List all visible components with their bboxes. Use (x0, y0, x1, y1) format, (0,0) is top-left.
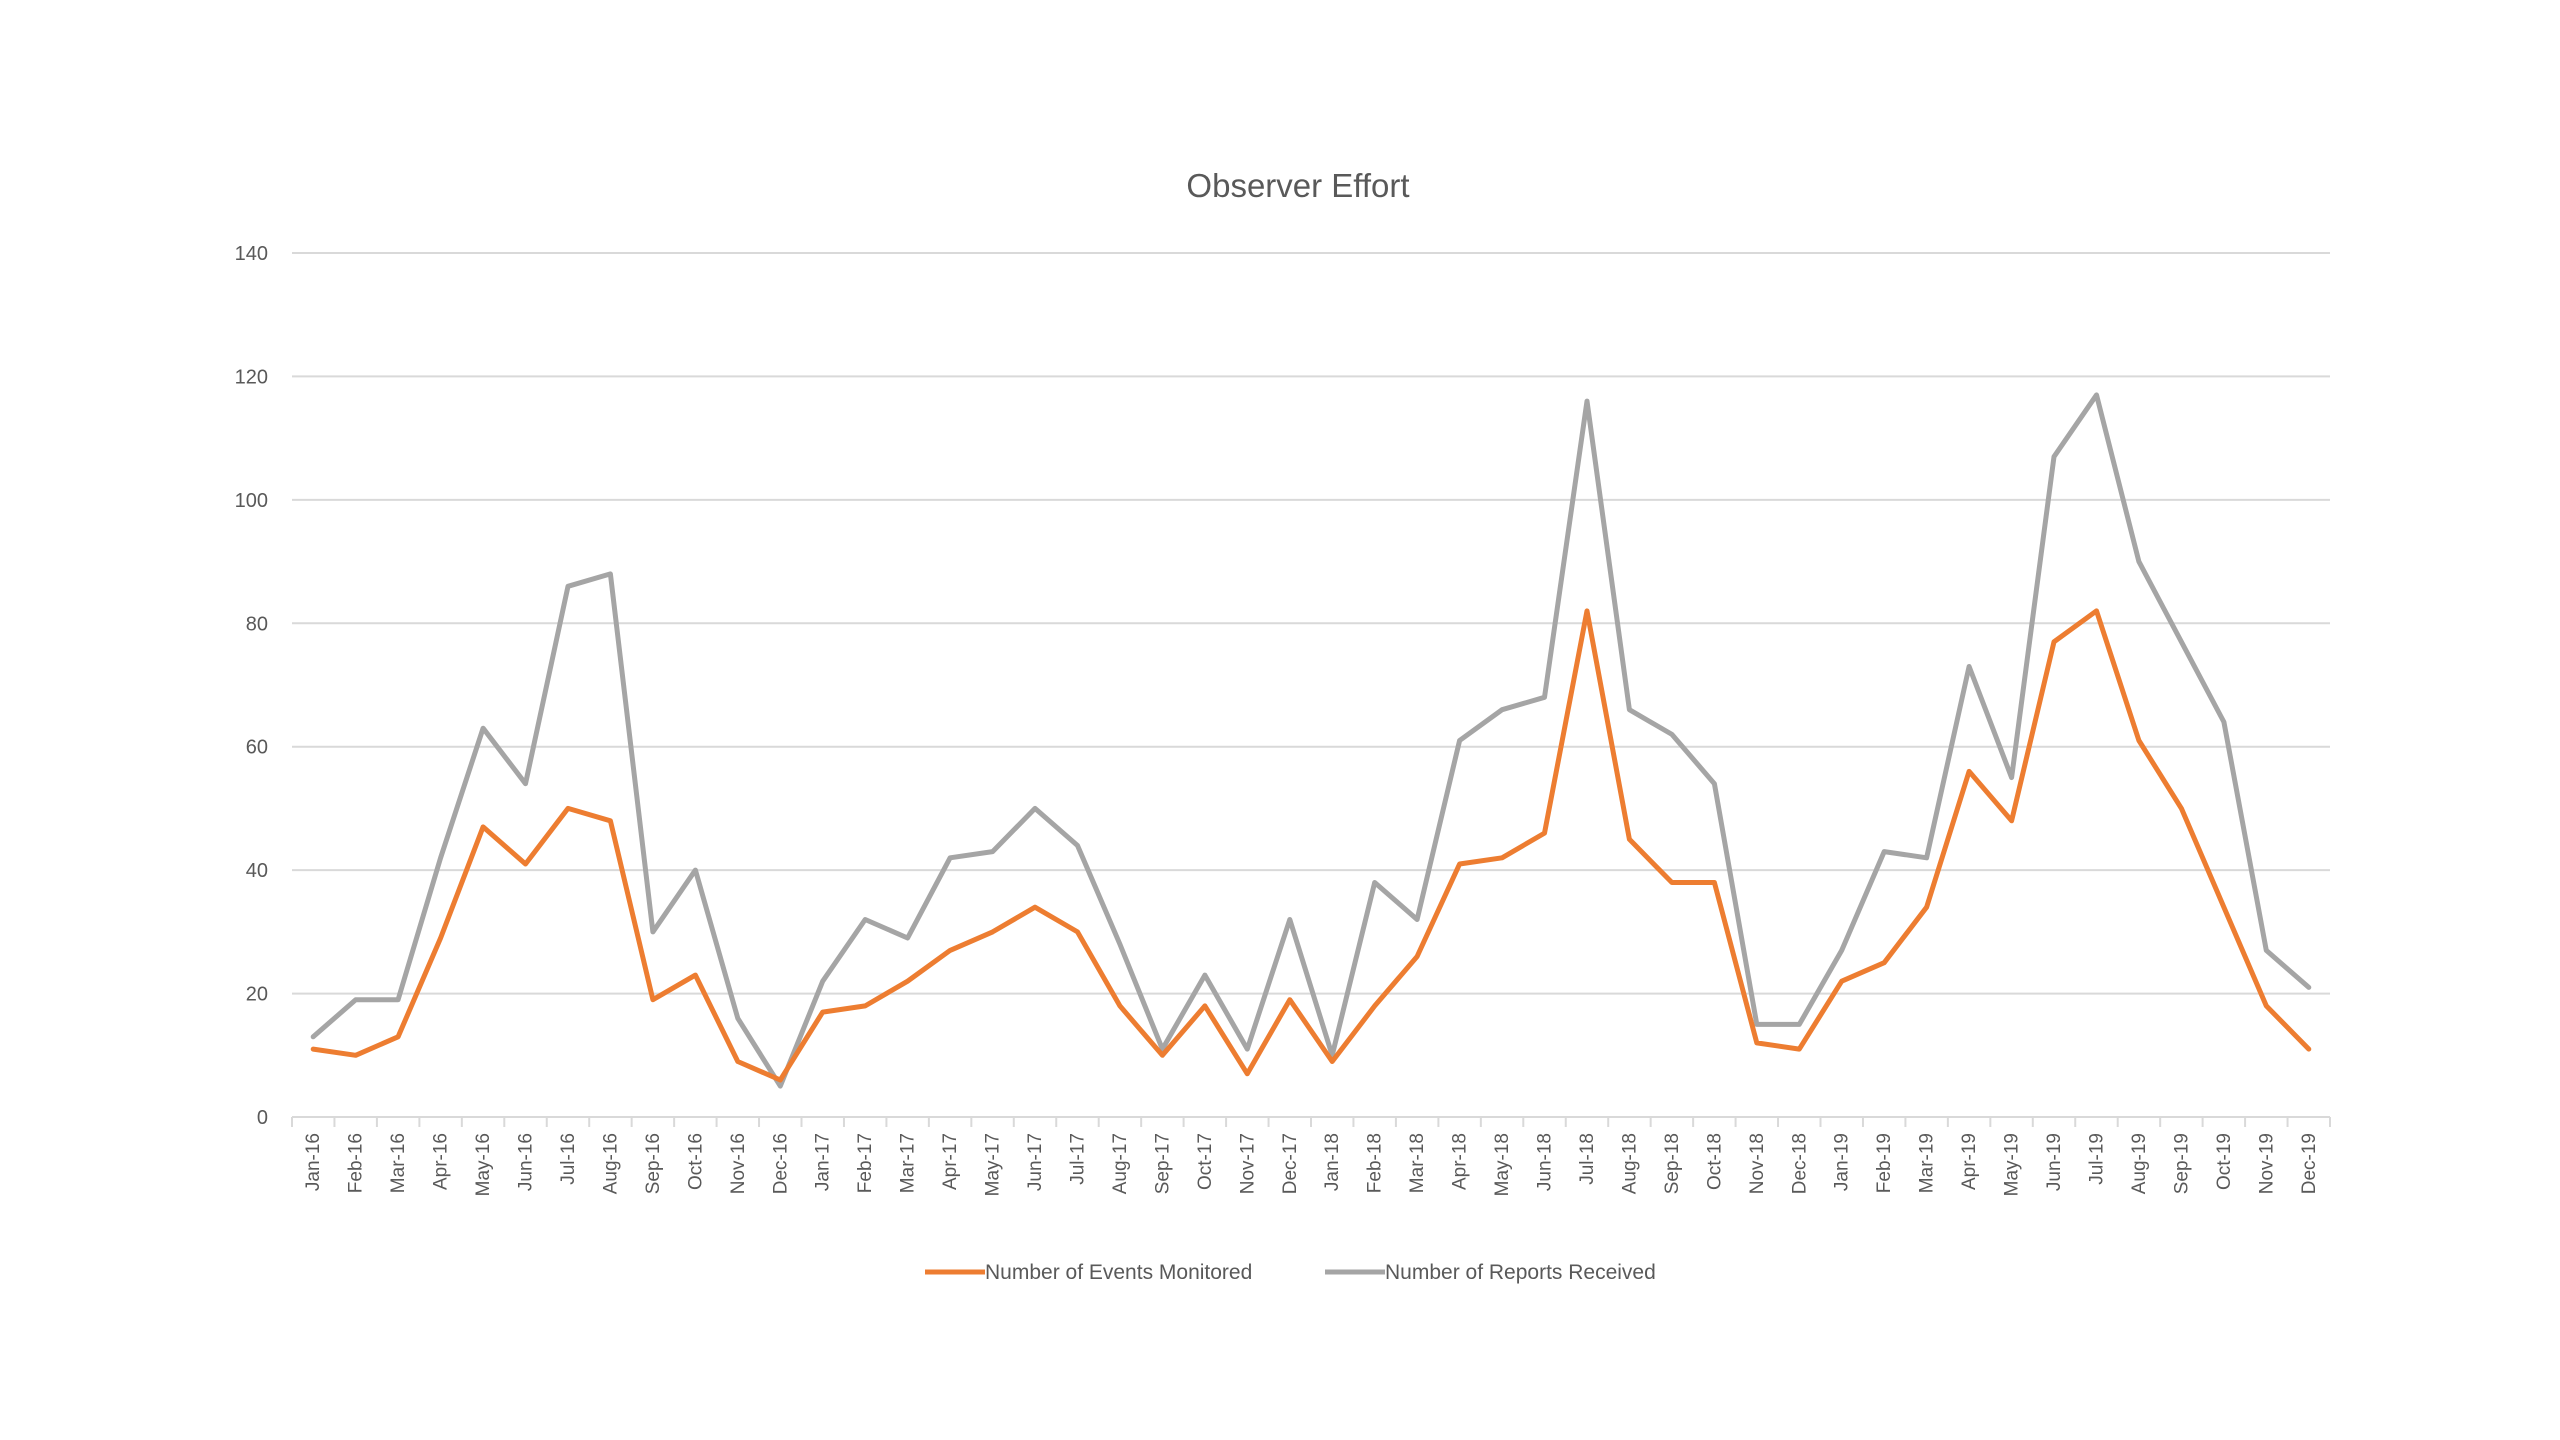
x-tick-label: Sep-19 (2171, 1133, 2192, 1194)
x-tick-label: Jul-16 (558, 1133, 579, 1185)
x-tick-label: Sep-18 (1662, 1133, 1683, 1194)
gridlines (292, 252, 2330, 995)
x-tick-label: Jun-18 (1535, 1133, 1556, 1191)
y-axis-labels: 0 20 40 60 80 100 120 140 (235, 243, 268, 1129)
x-tick-label: Oct-18 (1704, 1133, 1725, 1190)
x-tick-label: May-17 (983, 1133, 1004, 1196)
series-lines (310, 392, 2312, 1089)
y-tick-label: 40 (246, 860, 268, 882)
x-tick-label: Nov-18 (1747, 1133, 1768, 1194)
x-tick-label: Mar-18 (1407, 1133, 1428, 1193)
x-tick-label: Aug-17 (1110, 1133, 1131, 1194)
x-tick-label: Apr-16 (431, 1133, 452, 1190)
series-line-reports-received (310, 392, 2312, 1089)
y-tick-label: 120 (235, 366, 268, 388)
x-tick-label: May-18 (1492, 1133, 1513, 1196)
x-tick-label: Apr-19 (1959, 1133, 1980, 1190)
x-tick-label: Mar-19 (1917, 1133, 1938, 1193)
x-tick-label: Jul-17 (1067, 1133, 1088, 1185)
x-tick-label: Jun-17 (1025, 1133, 1046, 1191)
x-tick-label: Feb-19 (1874, 1133, 1895, 1193)
x-tick-label: Dec-16 (770, 1133, 791, 1194)
y-tick-label: 80 (246, 613, 268, 635)
x-tick-label: Nov-17 (1237, 1133, 1258, 1194)
x-tick-label: Jul-19 (2086, 1133, 2107, 1185)
x-tick-label: Dec-18 (1789, 1133, 1810, 1194)
x-tick-label: May-16 (473, 1133, 494, 1196)
y-tick-label: 60 (246, 737, 268, 759)
x-tick-label: Jan-18 (1322, 1133, 1343, 1191)
legend-label: Number of Reports Received (1385, 1261, 1656, 1284)
x-tick-label: Nov-16 (728, 1133, 749, 1194)
x-axis: Jan-16 Feb-16 Mar-16 Apr-16 May-16 Jun-16 Jul-… (291, 1116, 2331, 1196)
y-tick-label: 0 (257, 1107, 268, 1129)
y-tick-label: 100 (235, 490, 268, 512)
x-tick-label: Dec-19 (2299, 1133, 2320, 1194)
y-tick-label: 140 (235, 243, 268, 265)
x-tick-label: Oct-16 (685, 1133, 706, 1190)
x-tick-label: Jul-18 (1577, 1133, 1598, 1185)
x-tick-label: May-19 (2002, 1133, 2023, 1196)
x-tick-label: Jan-19 (1832, 1133, 1853, 1191)
x-tick-label: Aug-19 (2129, 1133, 2150, 1194)
x-tick-label: Jun-16 (516, 1133, 537, 1191)
x-tick-label: Jun-19 (2044, 1133, 2065, 1191)
x-tick-label: Jan-17 (813, 1133, 834, 1191)
x-tick-label: Nov-19 (2256, 1133, 2277, 1194)
x-tick-label: Feb-17 (855, 1133, 876, 1193)
y-tick-label: 20 (246, 984, 268, 1006)
legend: Number of Events Monitored Number of Repo… (925, 1261, 1656, 1284)
chart-title: Observer Effort (1186, 167, 1409, 204)
x-tick-label: Sep-16 (643, 1133, 664, 1194)
x-tick-label: Aug-16 (600, 1133, 621, 1194)
x-tick-label: Feb-16 (346, 1133, 367, 1193)
x-tick-label: Sep-17 (1152, 1133, 1173, 1194)
legend-label: Number of Events Monitored (985, 1261, 1252, 1284)
x-tick-label: Feb-18 (1365, 1133, 1386, 1193)
x-tick-label: Apr-17 (940, 1133, 961, 1190)
x-tick-label: Mar-16 (388, 1133, 409, 1193)
x-tick-label: Apr-18 (1450, 1133, 1471, 1190)
x-tick-label: Oct-19 (2214, 1133, 2235, 1190)
x-tick-label: Oct-17 (1195, 1133, 1216, 1190)
series-line-events-monitored (310, 608, 2312, 1083)
x-tick-label: Jan-16 (303, 1133, 324, 1191)
x-tick-label: Dec-17 (1280, 1133, 1301, 1194)
x-tick-label: Aug-18 (1619, 1133, 1640, 1194)
x-tick-label: Mar-17 (898, 1133, 919, 1193)
